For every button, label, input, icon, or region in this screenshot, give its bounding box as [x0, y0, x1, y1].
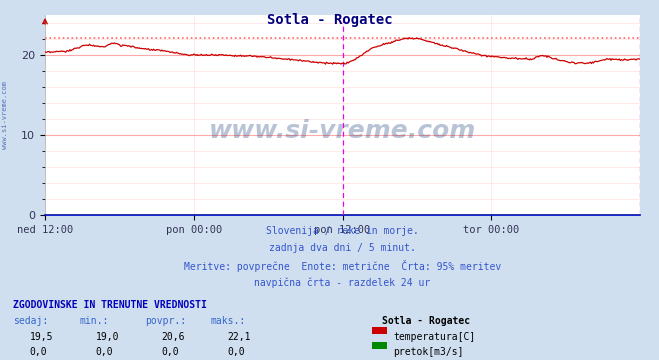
Text: pretok[m3/s]: pretok[m3/s] [393, 347, 464, 357]
Text: 0,0: 0,0 [161, 347, 179, 357]
Text: zadnja dva dni / 5 minut.: zadnja dva dni / 5 minut. [269, 243, 416, 253]
Text: ZGODOVINSKE IN TRENUTNE VREDNOSTI: ZGODOVINSKE IN TRENUTNE VREDNOSTI [13, 300, 207, 310]
Text: www.si-vreme.com: www.si-vreme.com [209, 119, 476, 143]
Text: Meritve: povprečne  Enote: metrične  Črta: 95% meritev: Meritve: povprečne Enote: metrične Črta:… [184, 260, 501, 273]
Text: 19,0: 19,0 [96, 332, 119, 342]
Text: 20,6: 20,6 [161, 332, 185, 342]
Text: 0,0: 0,0 [227, 347, 245, 357]
Text: maks.:: maks.: [211, 316, 246, 326]
Text: Sotla - Rogatec: Sotla - Rogatec [382, 316, 471, 326]
Text: Sotla - Rogatec: Sotla - Rogatec [267, 13, 392, 27]
Text: povpr.:: povpr.: [145, 316, 186, 326]
Text: 0,0: 0,0 [96, 347, 113, 357]
Text: 19,5: 19,5 [30, 332, 53, 342]
Text: 0,0: 0,0 [30, 347, 47, 357]
Text: min.:: min.: [79, 316, 109, 326]
Text: sedaj:: sedaj: [13, 316, 48, 326]
Text: temperatura[C]: temperatura[C] [393, 332, 476, 342]
Text: 22,1: 22,1 [227, 332, 251, 342]
Text: www.si-vreme.com: www.si-vreme.com [2, 81, 9, 149]
Text: navpična črta - razdelek 24 ur: navpična črta - razdelek 24 ur [254, 278, 430, 288]
Text: Slovenija / reke in morje.: Slovenija / reke in morje. [266, 226, 419, 236]
